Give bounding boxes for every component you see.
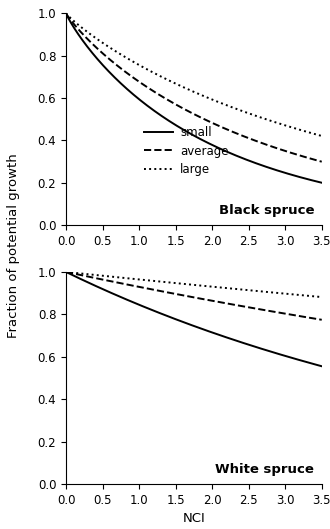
- Text: Black spruce: Black spruce: [218, 204, 314, 217]
- average: [215, 122, 219, 128]
- large: [180, 83, 184, 89]
- small: [109, 71, 113, 77]
- small: [64, 10, 68, 16]
- Legend: small, average, large: small, average, large: [144, 126, 229, 177]
- small: [180, 125, 184, 132]
- small: [320, 179, 324, 186]
- Line: small: small: [66, 13, 322, 183]
- average: [320, 159, 324, 165]
- large: [257, 114, 261, 120]
- average: [64, 10, 68, 16]
- average: [257, 139, 261, 145]
- large: [64, 10, 68, 16]
- large: [109, 45, 113, 52]
- Line: average: average: [66, 13, 322, 162]
- average: [235, 130, 239, 136]
- large: [320, 133, 324, 139]
- small: [215, 144, 219, 150]
- average: [180, 105, 184, 111]
- small: [235, 153, 239, 159]
- Line: large: large: [66, 13, 322, 136]
- large: [235, 106, 239, 112]
- average: [109, 58, 113, 64]
- large: [215, 98, 219, 105]
- small: [257, 161, 261, 167]
- Text: White spruce: White spruce: [215, 462, 314, 476]
- X-axis label: NCI: NCI: [182, 512, 205, 525]
- Text: Fraction of potential growth: Fraction of potential growth: [7, 153, 20, 339]
- large: [130, 58, 134, 64]
- small: [130, 90, 134, 96]
- average: [130, 74, 134, 80]
